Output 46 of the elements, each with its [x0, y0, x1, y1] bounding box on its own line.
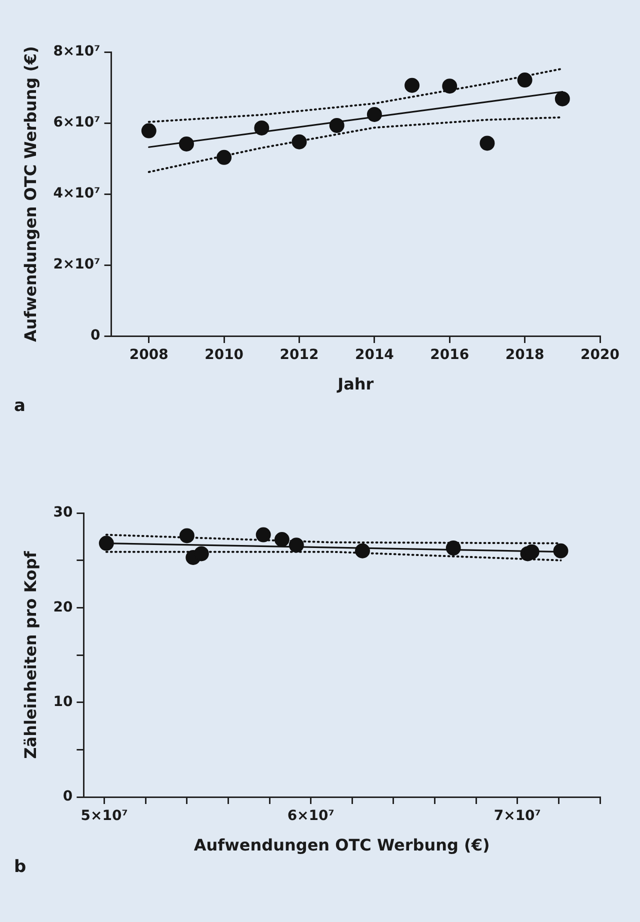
- point: [354, 543, 370, 558]
- point: [517, 72, 532, 88]
- point: [480, 136, 495, 151]
- y-tick-label: 0: [90, 328, 101, 344]
- text: a: [14, 396, 26, 416]
- point: [98, 536, 114, 551]
- y-tick-label: 6×10⁷: [53, 114, 100, 131]
- y-axis-title: Aufwendungen OTC Werbung (€): [20, 46, 40, 342]
- x-axis-title: Jahr: [336, 374, 374, 394]
- point: [254, 120, 270, 136]
- x-tick-label: 2020: [580, 347, 620, 364]
- point: [404, 78, 420, 93]
- point: [366, 106, 382, 122]
- point: [329, 118, 344, 133]
- y-tick-label: 10: [53, 694, 73, 710]
- y-tick-label: 20: [53, 599, 73, 616]
- x-tick-label: 2010: [204, 347, 244, 364]
- point: [553, 543, 568, 558]
- point: [194, 546, 209, 562]
- x-tick-label: 2008: [129, 347, 168, 364]
- y-tick-label: 30: [53, 504, 73, 521]
- point: [141, 123, 156, 138]
- x-tick-label: 2012: [280, 347, 319, 364]
- x-tick-label: 2018: [505, 347, 544, 364]
- text: b: [14, 856, 26, 877]
- y-axis-title: Zähleinheiten pro Kopf: [20, 550, 40, 759]
- x-tick-label: 7×10⁷: [494, 808, 541, 824]
- point: [292, 134, 307, 150]
- point: [178, 136, 194, 152]
- x-tick-label: 2014: [354, 347, 394, 364]
- x-axis-title: Aufwendungen OTC Werbung (€): [194, 836, 490, 855]
- x-tick-label: 5×10⁷: [80, 808, 128, 824]
- y-tick-label: 2×10⁷: [53, 256, 100, 273]
- point: [446, 540, 461, 556]
- x-tick-label: 2016: [430, 347, 470, 364]
- point: [256, 527, 271, 542]
- y-tick-label: 4×10⁷: [53, 186, 100, 202]
- point: [288, 538, 304, 553]
- point: [179, 528, 194, 544]
- y-tick-label: 0: [62, 788, 73, 805]
- y-tick-label: 8×10⁷: [53, 44, 100, 60]
- point: [554, 91, 570, 106]
- point: [274, 532, 290, 548]
- point: [442, 78, 458, 94]
- x-tick-label: 6×10⁷: [287, 808, 334, 824]
- point: [216, 150, 232, 165]
